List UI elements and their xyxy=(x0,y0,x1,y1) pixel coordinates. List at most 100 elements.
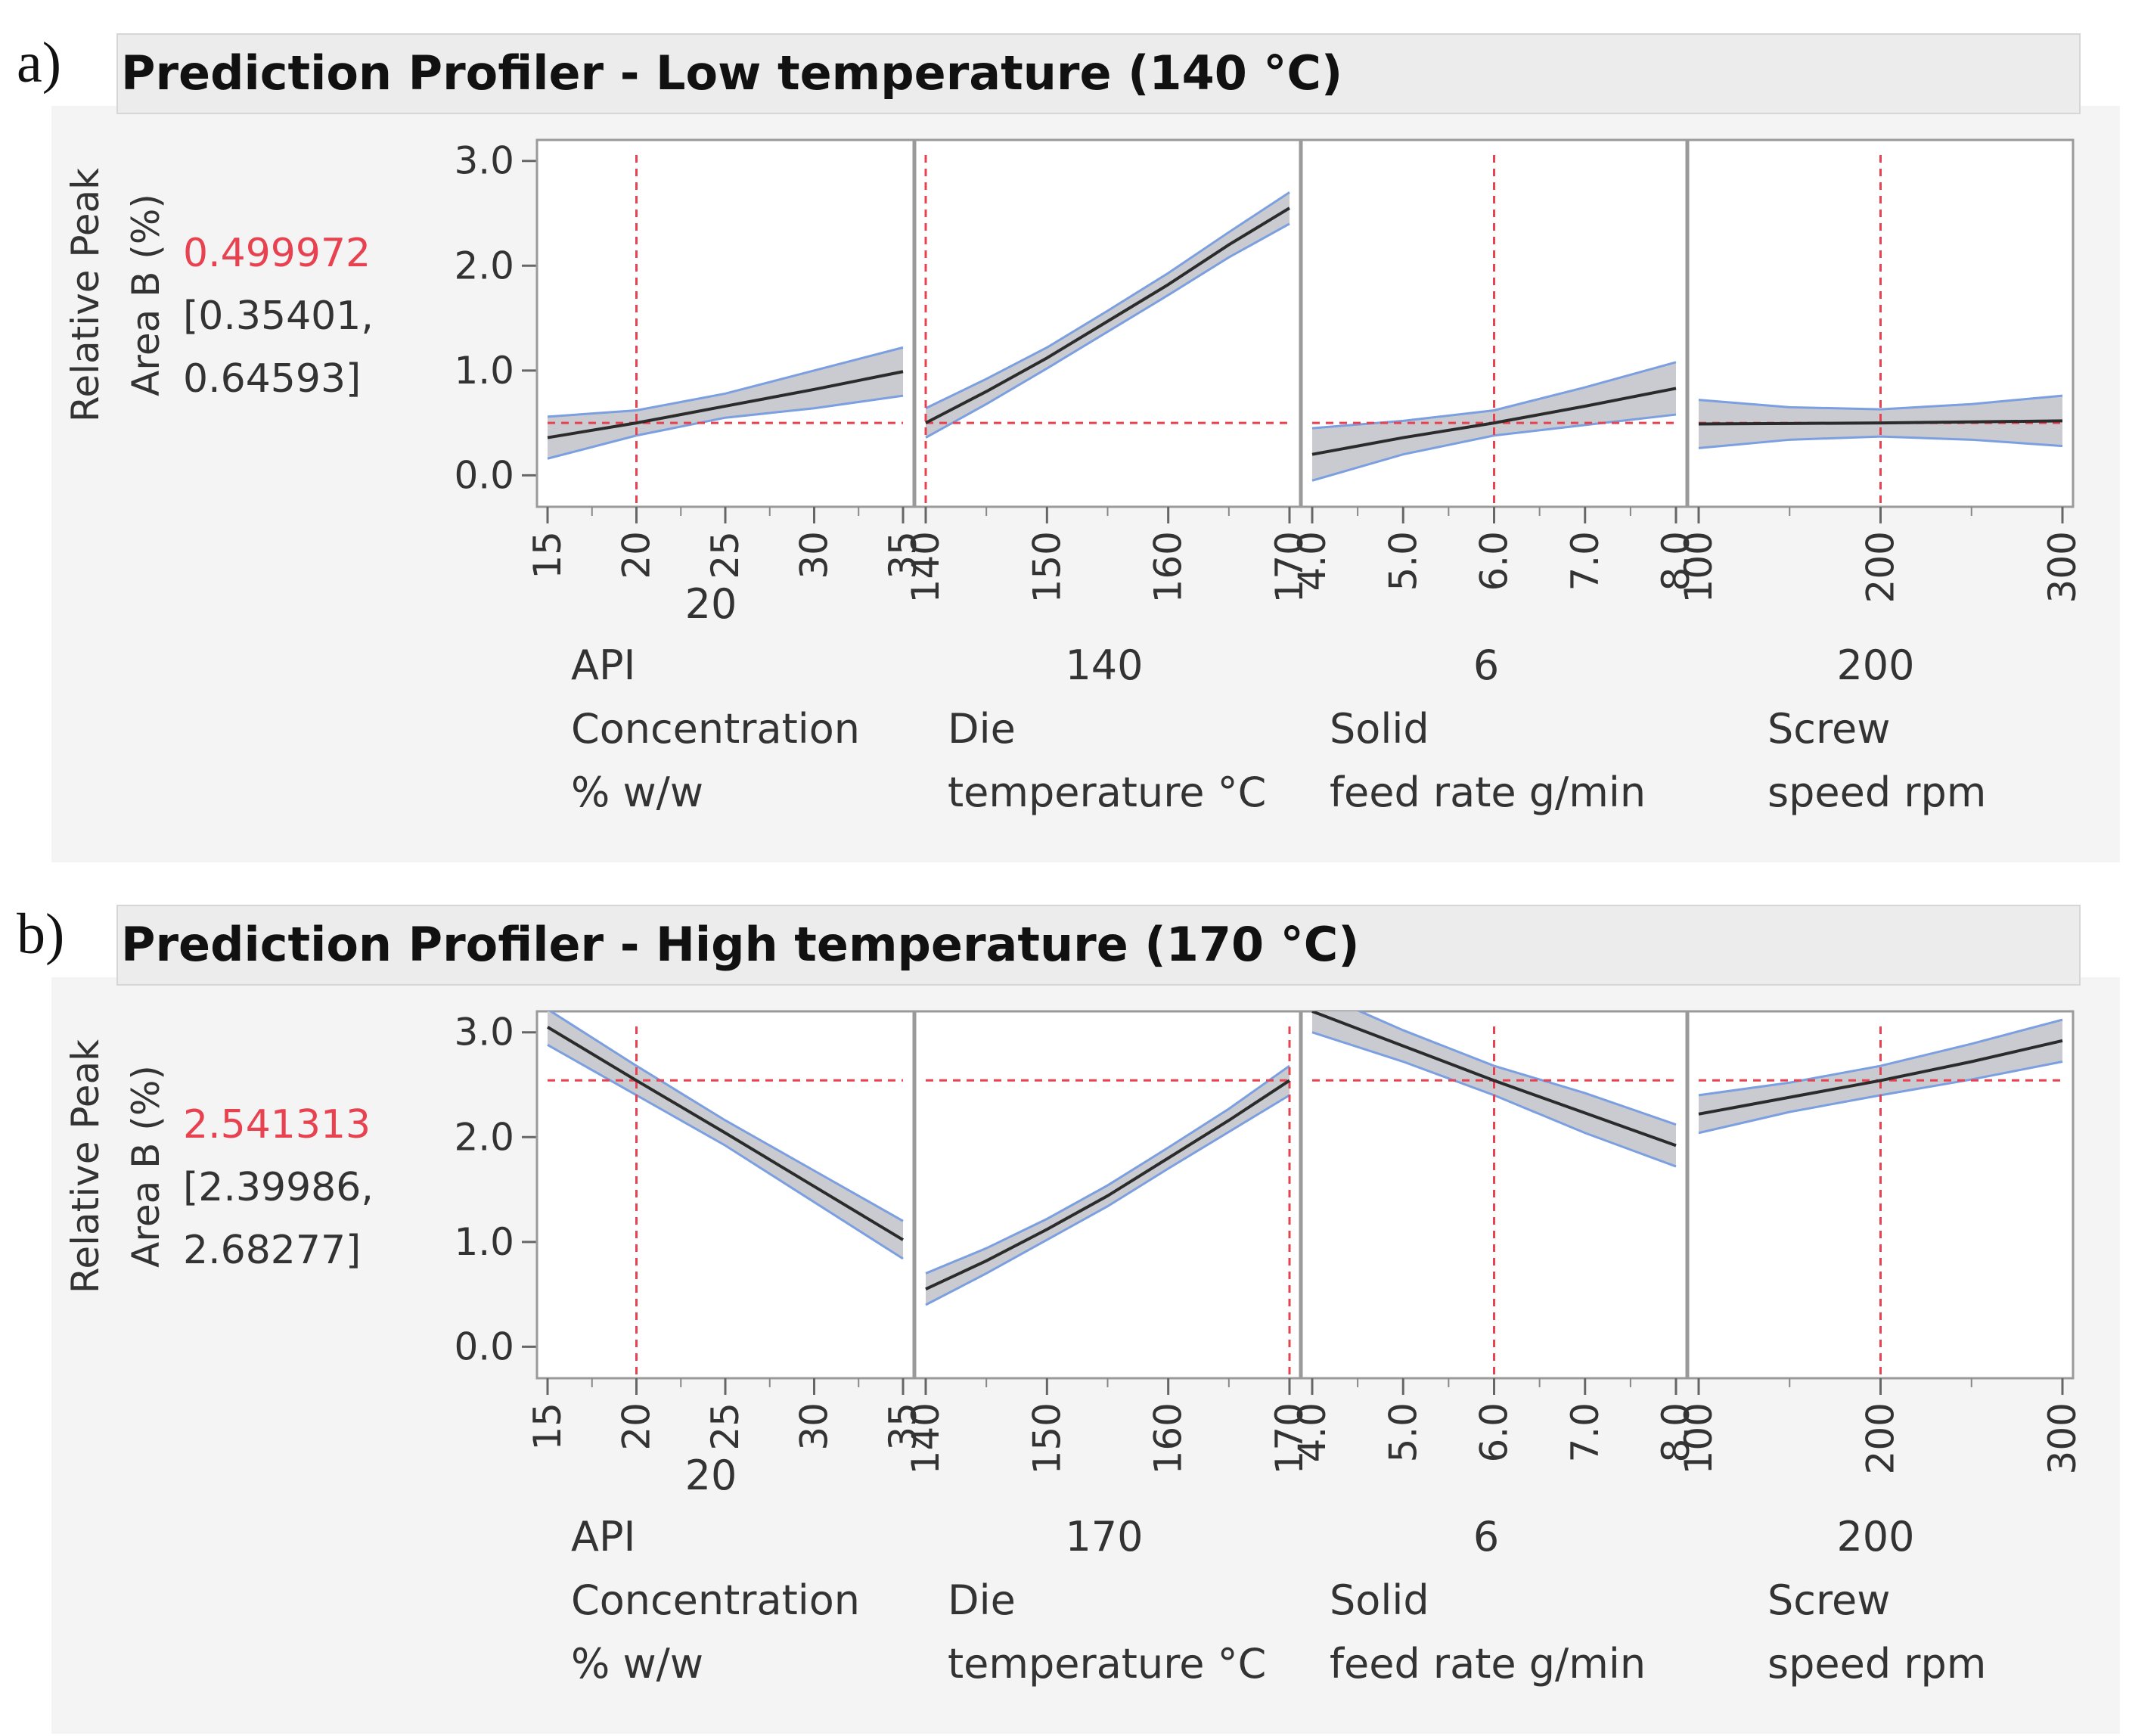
response-label: Relative Peak Area B (%) xyxy=(64,1039,168,1293)
factor-plot-1: 140 150 160 170 140 Die temperature °C xyxy=(904,138,1311,816)
x-tick-label: 35 xyxy=(881,1402,925,1451)
x-tick-label: 5.0 xyxy=(1381,531,1425,592)
lower-confidence-line xyxy=(925,1094,1290,1306)
prediction-curve xyxy=(1698,419,2063,426)
x-tick-label: 20 xyxy=(615,1402,659,1451)
current-factor-value: 140 xyxy=(1065,641,1143,689)
prediction-curve xyxy=(925,207,1291,424)
current-factor-value: 200 xyxy=(1836,1513,1914,1561)
upper-confidence-line xyxy=(548,1011,904,1222)
panel-label: b) xyxy=(17,902,64,966)
confidence-band xyxy=(1312,362,1676,481)
confidence-interval-upper: 2.68277] xyxy=(183,1228,361,1273)
title-bar xyxy=(116,905,2081,986)
x-tick-label: 150 xyxy=(1025,531,1069,603)
plot-area xyxy=(1311,155,1677,507)
upper-confidence-line xyxy=(1357,1011,1677,1126)
y-tick-label: 2.0 xyxy=(454,244,514,287)
response-label-line1: Relative Peak xyxy=(64,168,107,422)
x-tick-label: 6.0 xyxy=(1473,531,1516,592)
factor-name-line: Die xyxy=(948,1576,1016,1624)
factor-name-line: API xyxy=(571,641,635,689)
x-tick-label: 300 xyxy=(2041,531,2084,603)
x-tick-label: 7.0 xyxy=(1563,531,1607,592)
factor-name-line: Screw xyxy=(1767,705,1890,753)
factor-name-line: Concentration xyxy=(571,1576,860,1624)
profiler-title: Prediction Profiler - High temperature (… xyxy=(121,917,1360,972)
x-tick-label: 170 xyxy=(1268,531,1311,603)
confidence-band xyxy=(1312,1011,1676,1167)
x-tick-label: 300 xyxy=(2041,1402,2084,1474)
factor-name-line: temperature °C xyxy=(948,1640,1266,1688)
factor-name-line: temperature °C xyxy=(948,769,1266,816)
response-label-line2: Area B (%) xyxy=(124,1065,168,1268)
lower-confidence-line xyxy=(1698,435,2063,449)
x-tick-label: 25 xyxy=(703,531,747,579)
confidence-interval-upper: 0.64593] xyxy=(183,356,361,402)
x-tick-label: 100 xyxy=(1677,1402,1721,1474)
plot-area xyxy=(547,155,904,507)
x-tick-label: 160 xyxy=(1147,531,1190,603)
current-factor-value: 170 xyxy=(1065,1513,1143,1561)
x-tick-label: 4.0 xyxy=(1290,1402,1334,1463)
response-label-line1: Relative Peak xyxy=(64,1039,107,1293)
x-tick-label: 100 xyxy=(1677,531,1721,603)
x-tick-label: 8.0 xyxy=(1654,1402,1698,1463)
x-tick-label: 15 xyxy=(526,531,569,579)
upper-confidence-line xyxy=(925,1064,1290,1275)
x-tick-label: 160 xyxy=(1147,1402,1190,1474)
profiler-title: Prediction Profiler - Low temperature (1… xyxy=(121,45,1342,101)
x-tick-label: 35 xyxy=(881,531,925,579)
predicted-value: 0.499972 xyxy=(183,231,371,276)
factor-name-line: speed rpm xyxy=(1767,769,1986,816)
lower-confidence-line xyxy=(925,222,1290,439)
lower-confidence-line xyxy=(547,394,904,460)
x-tick-label: 5.0 xyxy=(1381,1402,1425,1463)
y-tick-label: 1.0 xyxy=(454,349,514,393)
plot-frame xyxy=(535,138,915,508)
x-tick-label: 150 xyxy=(1025,1402,1069,1474)
factor-name-line: speed rpm xyxy=(1767,1640,1986,1688)
factor-plot-2: 4.0 5.0 6.0 7.0 8.0 6 Solid feed rate g/min xyxy=(1290,138,1698,816)
factor-plot-3: 100 200 300 200 Screw speed rpm xyxy=(1677,138,2084,816)
x-tick-label: 15 xyxy=(526,1402,569,1451)
x-tick-label: 20 xyxy=(615,531,659,579)
panel-label: a) xyxy=(17,31,61,95)
x-tick-label: 140 xyxy=(904,531,948,603)
factor-name-line: Solid xyxy=(1330,705,1429,753)
factor-plot-2: 4.0 5.0 6.0 7.0 8.0 6 Solid feed rate g/min xyxy=(1290,1010,1698,1688)
lower-confidence-line xyxy=(547,1044,904,1260)
current-factor-value: 200 xyxy=(1836,641,1914,689)
upper-confidence-line xyxy=(1698,394,2063,411)
prediction-curve xyxy=(925,1079,1291,1291)
plot-area xyxy=(1311,1011,1677,1378)
factor-name-line: API xyxy=(571,1513,635,1561)
current-factor-value: 6 xyxy=(1473,641,1499,689)
factor-name-line: Solid xyxy=(1330,1576,1429,1624)
plot-area xyxy=(546,1011,905,1378)
profiler-panel-a: a) Prediction Profiler - Low temperature … xyxy=(17,31,2120,862)
y-tick-label: 3.0 xyxy=(454,139,514,183)
profiler-panel-b: b) Prediction Profiler - High temperature… xyxy=(17,902,2120,1734)
factor-name-line: Concentration xyxy=(571,705,860,753)
lower-confidence-line xyxy=(1311,413,1677,482)
current-factor-value: 20 xyxy=(685,1452,737,1499)
response-label: Relative Peak Area B (%) xyxy=(64,168,168,422)
x-tick-label: 6.0 xyxy=(1473,1402,1516,1463)
prediction-curve xyxy=(546,1026,905,1241)
y-tick-label: 3.0 xyxy=(454,1011,514,1054)
factor-plot-3: 100 200 300 200 Screw speed rpm xyxy=(1677,1010,2084,1688)
factor-name-line: Die xyxy=(948,705,1016,753)
prediction-curve xyxy=(1311,387,1677,456)
plot-area xyxy=(1698,155,2063,507)
factor-name-line: feed rate g/min xyxy=(1330,769,1646,816)
x-tick-label: 200 xyxy=(1859,1402,1903,1474)
prediction-curve xyxy=(1698,1039,2063,1116)
title-bar xyxy=(116,33,2081,114)
x-tick-label: 30 xyxy=(793,531,836,579)
y-tick-label: 1.0 xyxy=(454,1220,514,1264)
